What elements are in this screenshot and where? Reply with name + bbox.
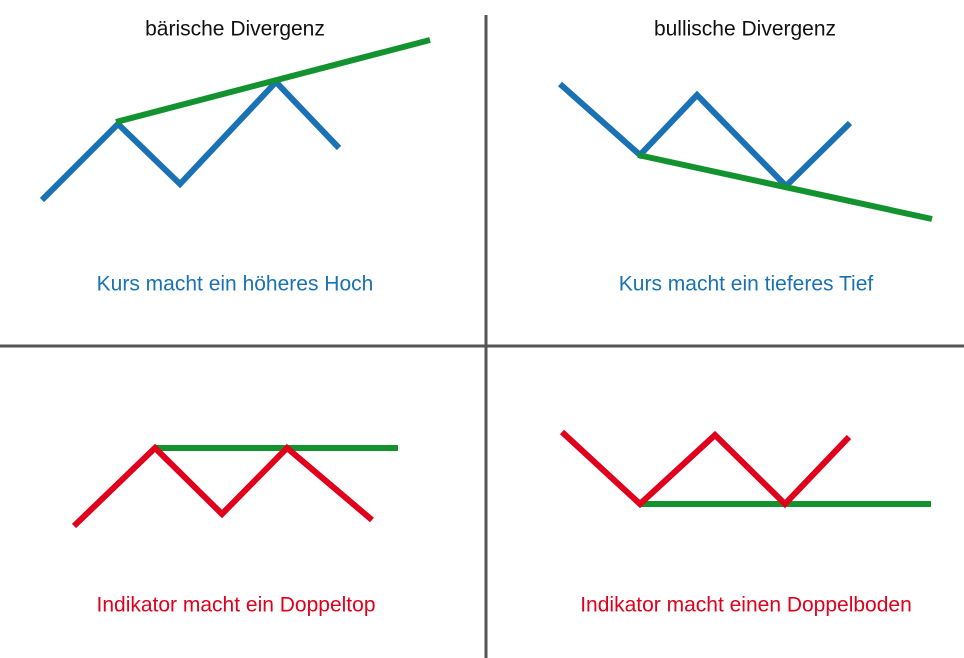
- panel-caption: Indikator macht einen Doppelboden: [580, 594, 912, 617]
- panel-caption: Kurs macht ein tieferes Tief: [619, 273, 874, 296]
- panel-caption: Indikator macht ein Doppeltop: [97, 594, 376, 617]
- panel-caption: Kurs macht ein höheres Hoch: [97, 273, 374, 296]
- trend-line: [637, 152, 933, 222]
- price-line: [558, 81, 853, 191]
- panel-title: bärische Divergenz: [145, 18, 325, 41]
- indicator-line: [559, 429, 852, 509]
- price-line: [39, 77, 342, 203]
- indicator-line: [71, 443, 374, 529]
- panel-title: bullische Divergenz: [654, 18, 836, 41]
- trend-line: [115, 37, 431, 125]
